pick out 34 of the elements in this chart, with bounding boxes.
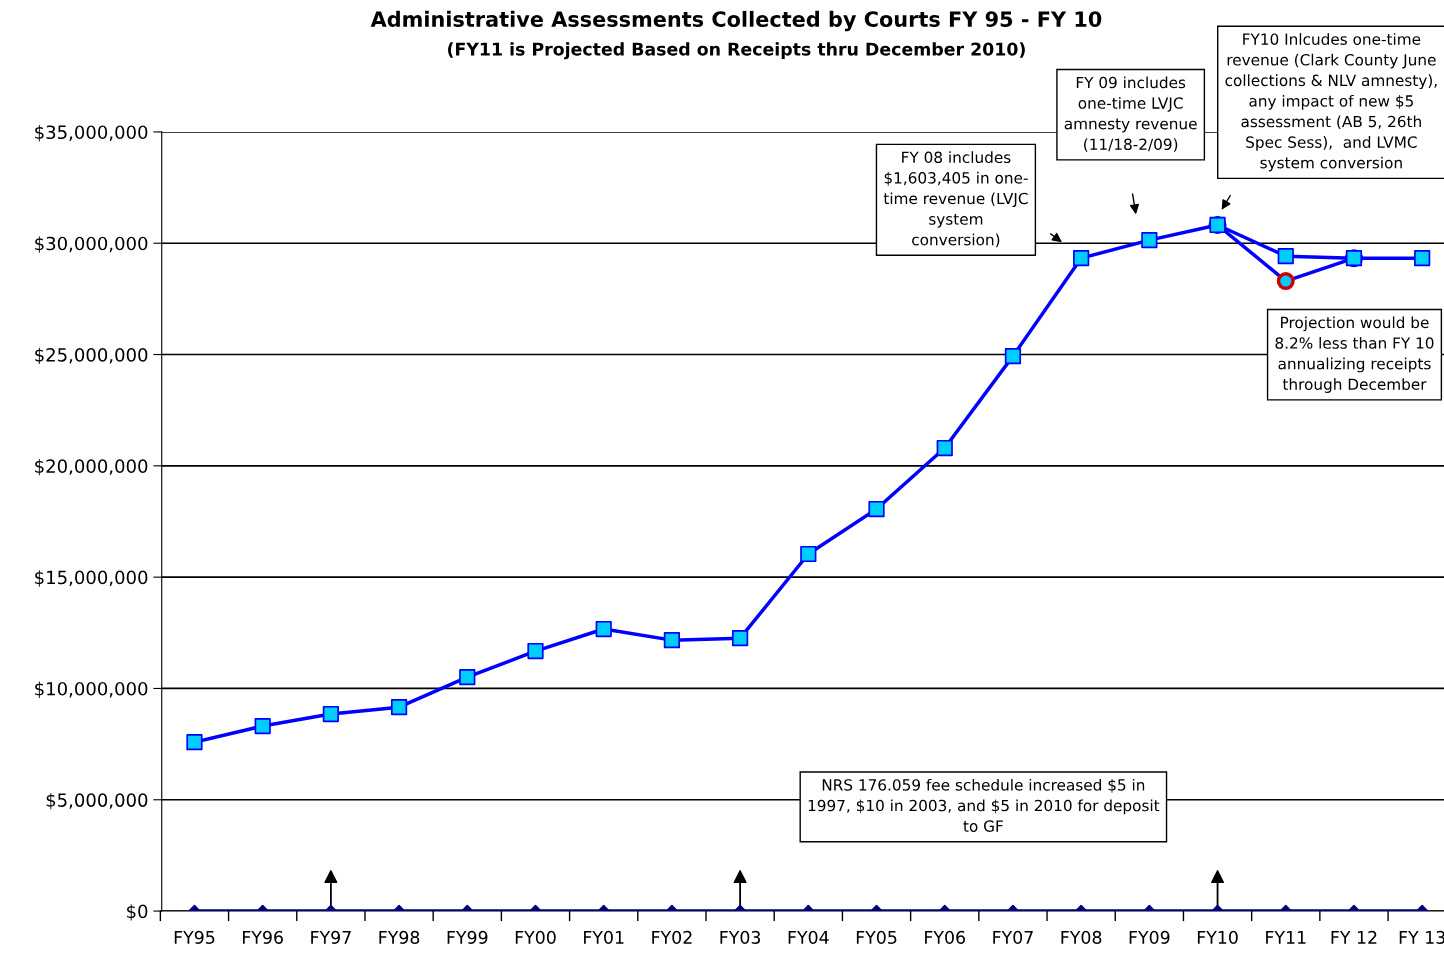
x-tick-label: FY96: [243, 930, 283, 944]
annotation: FY 08 includes $1,603,405 in one- time revenue (LVJC system conversion): [883, 151, 1028, 248]
x-tick-label: FY 13: [1399, 930, 1444, 944]
y-tick-label: $20,000,000: [35, 458, 148, 476]
x-tick-label: FY99: [447, 930, 488, 944]
y-tick-label: $25,000,000: [35, 347, 148, 365]
y-tick-label: $35,000,000: [35, 125, 148, 142]
annotation: Projection would be 8.2% less than FY 10 annualizing receipts through December: [1275, 316, 1434, 393]
x-tick-label: FY03: [720, 930, 761, 944]
x-tick-label: FY00: [515, 930, 556, 944]
x-tick-label: FY10: [1197, 930, 1238, 944]
y-tick-label: $15,000,000: [35, 570, 148, 587]
x-tick-label: FY07: [993, 930, 1033, 944]
annotation: FY 09 includes one-time LVJC amnesty revenue (11/18-2/09): [1064, 76, 1197, 152]
x-tick-label: FY98: [379, 930, 420, 944]
x-tick-label: FY09: [1129, 930, 1170, 944]
x-tick-label: FY06: [925, 930, 965, 944]
annotation: FY10 Inlcudes one-time revenue (Clark County June collections & NLV amnesty), any impact of new $5 assessment (AB 5, 26th Spec Sess), and LVMC system conversion: [1225, 33, 1437, 172]
x-tick-label: FY97: [311, 930, 351, 944]
x-tick-label: FY11: [1266, 931, 1306, 944]
x-tick-label: FY04: [788, 930, 829, 944]
x-tick-label: FY08: [1061, 930, 1102, 944]
x-tick-label: FY95: [174, 930, 215, 944]
chart-subtitle: (FY11 is Projected Based on Receipts thru December 2010): [448, 42, 1025, 60]
annotation: NRS 176.059 fee schedule increased $5 in 1997, $10 in 2003, and $5 in 2010 for deposit to GF: [808, 778, 1160, 832]
x-tick-label: FY02: [652, 930, 692, 944]
y-tick-label: $5,000,000: [46, 792, 148, 810]
y-tick-label: $30,000,000: [35, 236, 148, 253]
y-tick-label: $0: [127, 904, 148, 921]
y-tick-label: $10,000,000: [35, 681, 148, 698]
x-tick-label: FY01: [584, 930, 624, 944]
x-tick-label: FY 12: [1331, 930, 1377, 944]
chart-title: Administrative Assessments Collected by Courts FY 95 - FY 10: [370, 10, 1102, 32]
x-tick-label: FY05: [856, 930, 897, 944]
